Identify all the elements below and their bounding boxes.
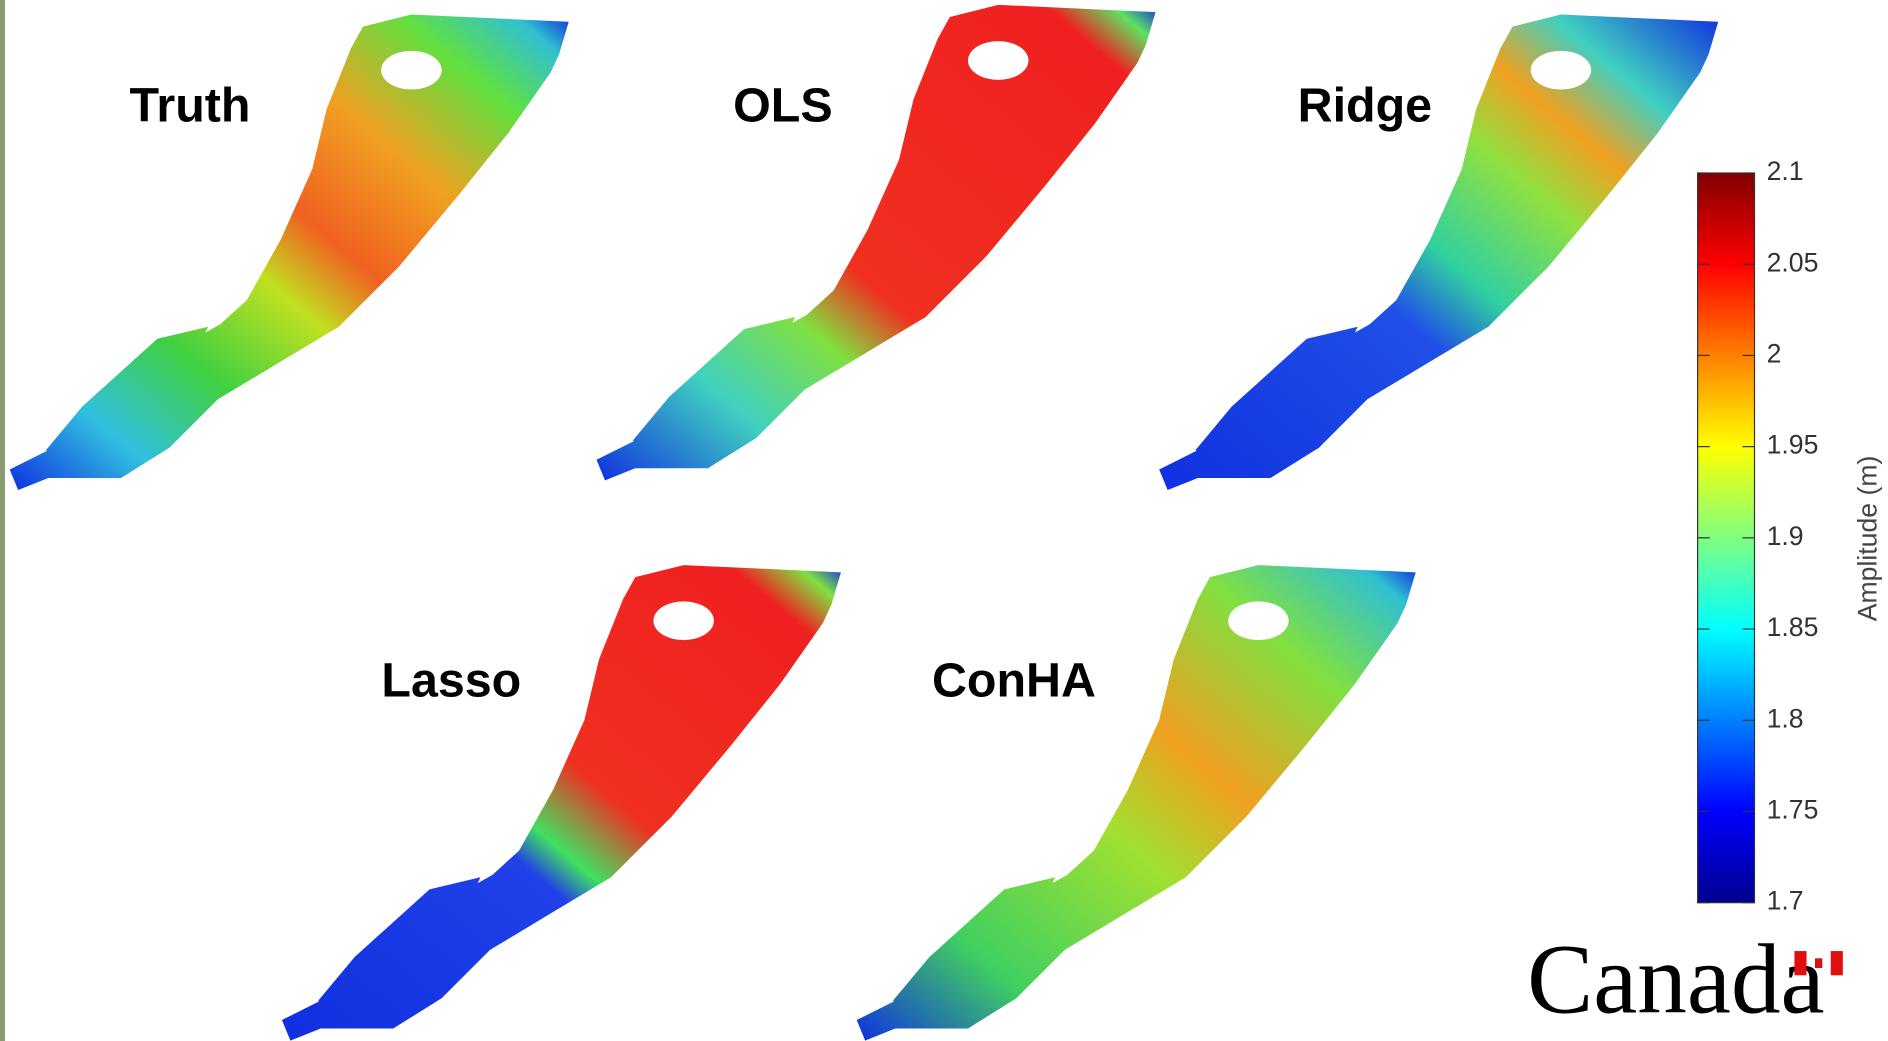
map-ols bbox=[597, 5, 1156, 481]
tick-label: 1.75 bbox=[1767, 794, 1819, 824]
tick-label: 1.9 bbox=[1767, 521, 1804, 551]
panel-label: ConHA bbox=[932, 653, 1096, 707]
island bbox=[1228, 601, 1289, 640]
left-border bbox=[0, 0, 5, 1041]
map-truth bbox=[10, 15, 569, 491]
page: {"panels": [{"label": "Truth"}, {"label"… bbox=[0, 0, 1888, 1041]
map-ridge bbox=[1159, 15, 1718, 491]
figure: Truth OLS Ridge Lasso ConHA Amplitude (m… bbox=[0, 0, 1888, 1041]
panel-label: Ridge bbox=[1298, 79, 1432, 133]
tick-label: 1.8 bbox=[1767, 703, 1804, 733]
tick-label: 2.05 bbox=[1767, 247, 1819, 277]
island bbox=[968, 41, 1029, 80]
tick-label: 1.7 bbox=[1767, 886, 1804, 916]
figure-content: Truth OLS Ridge Lasso ConHA Amplitude (m… bbox=[10, 5, 1883, 1041]
island bbox=[653, 601, 714, 640]
map-conha bbox=[857, 565, 1416, 1041]
island bbox=[1531, 51, 1592, 90]
tick-label: 2.1 bbox=[1767, 156, 1804, 186]
tick-label: 2 bbox=[1767, 338, 1782, 368]
island bbox=[381, 51, 442, 90]
panel-label: OLS bbox=[733, 79, 832, 133]
map-lasso bbox=[282, 565, 841, 1041]
tick-label: 1.95 bbox=[1767, 430, 1819, 460]
tick-label: 1.85 bbox=[1767, 612, 1819, 642]
panel-label: Lasso bbox=[381, 653, 521, 707]
wordmark: Canada bbox=[1527, 926, 1825, 1035]
panel-label: Truth bbox=[129, 79, 250, 133]
colorbar-label: Amplitude (m) bbox=[1852, 456, 1882, 622]
